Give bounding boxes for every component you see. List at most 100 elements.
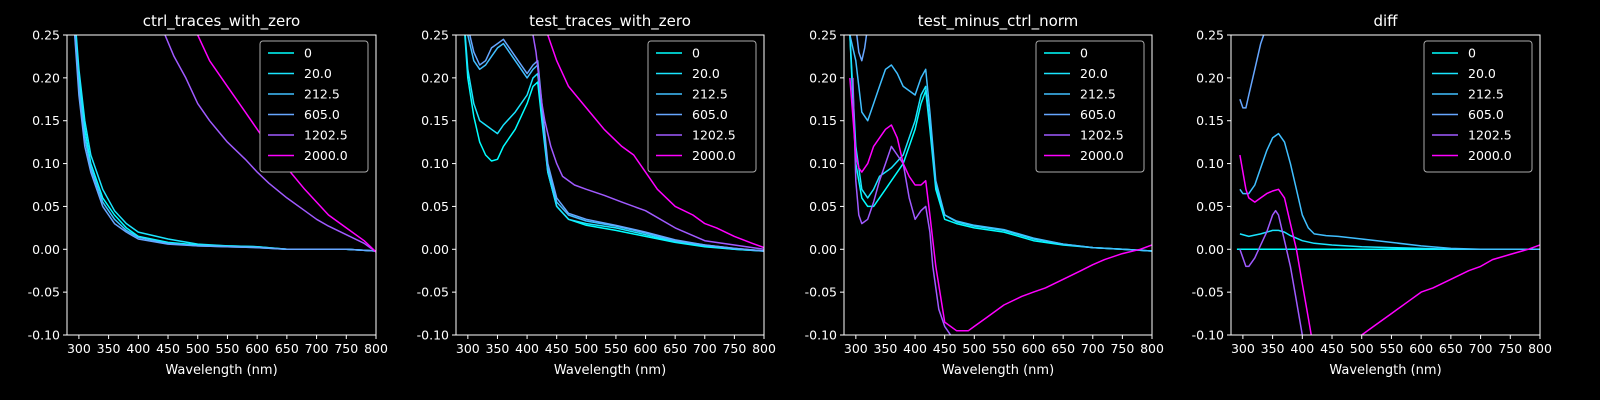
x-tick-label: 350	[97, 341, 121, 356]
series-line-0	[464, 35, 764, 252]
legend-label: 0	[304, 46, 312, 61]
plot-frame	[1230, 34, 1541, 336]
legend-label: 212.5	[304, 87, 340, 102]
y-tick-label: 0.20	[1196, 70, 1224, 85]
chart-panel-2: 300 350 400 450 500 550 600 650 700 750 800 -0.10 -0…	[417, 12, 776, 378]
x-tick-label: 650	[275, 341, 299, 356]
y-tick-label: 0.00	[32, 242, 60, 257]
x-tick-label: 400	[1290, 341, 1314, 356]
x-tick-label: 600	[1022, 341, 1046, 356]
x-tick-label: 600	[634, 341, 658, 356]
series-line-1202-5	[164, 35, 376, 253]
series-group	[464, 35, 764, 252]
x-tick-label: 500	[962, 341, 986, 356]
y-tick-label: 0.15	[809, 113, 837, 128]
y-tick-label: 0.20	[421, 70, 449, 85]
y-tick-label: 0.15	[1196, 113, 1224, 128]
legend-label: 0	[1080, 46, 1088, 61]
legend-label: 1202.5	[1468, 128, 1512, 143]
y-tick-label: 0.05	[809, 199, 837, 214]
x-tick-label: 750	[1498, 341, 1522, 356]
x-axis-label: Wavelength (nm)	[1329, 363, 1441, 378]
series-line-605-0	[73, 35, 376, 252]
y-tick-label: 0.00	[421, 242, 449, 257]
y-tick-label: -0.05	[417, 285, 449, 300]
x-axis-label: Wavelength (nm)	[554, 363, 666, 378]
x-tick-label: 700	[305, 341, 329, 356]
x-tick-label: 450	[545, 341, 569, 356]
y-tick-label: 0.10	[421, 156, 449, 171]
legend-label: 2000.0	[304, 148, 348, 163]
series-group	[1236, 35, 1540, 335]
series-line-2000-0	[1239, 154, 1313, 335]
y-tick-label: 0.25	[809, 28, 837, 43]
legend: 0 20.0 212.5 605.0 1202.5 2000.0	[1423, 40, 1533, 173]
legend-label: 212.5	[692, 87, 728, 102]
x-tick-label: 300	[67, 341, 91, 356]
x-tick-label: 550	[604, 341, 628, 356]
legend-label: 1202.5	[692, 128, 736, 143]
legend-label: 2000.0	[1468, 148, 1512, 163]
y-tick-label: 0.00	[809, 242, 837, 257]
legend: 0 20.0 212.5 605.0 1202.5 2000.0	[647, 40, 757, 173]
plot-frame	[66, 34, 377, 336]
series-line-605-0	[849, 35, 868, 62]
y-tick-label: 0.20	[809, 70, 837, 85]
x-tick-label: 600	[1409, 341, 1433, 356]
x-tick-label: 800	[1140, 341, 1164, 356]
y-tick-label: 0.25	[1196, 28, 1224, 43]
x-tick-label: 700	[1469, 341, 1493, 356]
legend-label: 0	[692, 46, 700, 61]
legend-label: 20.0	[304, 66, 332, 81]
y-tick-label: -0.05	[1192, 285, 1224, 300]
x-tick-label: 400	[903, 341, 927, 356]
y-tick-label: 0.25	[32, 28, 60, 43]
x-tick-label: 750	[334, 341, 358, 356]
x-tick-label: 800	[364, 341, 388, 356]
x-tick-label: 450	[933, 341, 957, 356]
y-tick-label: 0.20	[32, 70, 60, 85]
x-tick-label: 350	[874, 341, 898, 356]
x-tick-label: 300	[844, 341, 868, 356]
y-tick-label: 0.10	[1196, 156, 1224, 171]
x-tick-label: 350	[486, 341, 510, 356]
x-tick-label: 550	[1380, 341, 1404, 356]
x-axis-label: Wavelength (nm)	[942, 363, 1054, 378]
legend-label: 2000.0	[692, 148, 736, 163]
legend: 0 20.0 212.5 605.0 1202.5 2000.0	[1035, 40, 1145, 173]
x-tick-label: 800	[1528, 341, 1552, 356]
chart-panel-3: 300 350 400 450 500 550 600 650 700 750 800 -0.10 -0…	[805, 12, 1164, 378]
series-line-2000-0	[1359, 244, 1540, 335]
x-tick-label: 650	[663, 341, 687, 356]
y-tick-label: 0.15	[32, 113, 60, 128]
series-line-605-0	[1239, 35, 1265, 109]
y-tick-label: 0.10	[32, 156, 60, 171]
x-tick-label: 750	[722, 341, 746, 356]
x-tick-label: 650	[1439, 341, 1463, 356]
x-tick-label: 650	[1051, 341, 1075, 356]
series-line-212-5	[1239, 132, 1540, 251]
legend-label: 212.5	[1080, 87, 1116, 102]
legend-label: 605.0	[1080, 107, 1116, 122]
legend-label: 1202.5	[1080, 128, 1124, 143]
x-tick-label: 500	[574, 341, 598, 356]
y-tick-label: -0.10	[28, 328, 60, 343]
x-tick-label: 700	[693, 341, 717, 356]
legend-label: 2000.0	[1080, 148, 1124, 163]
legend-label: 212.5	[1468, 87, 1504, 102]
legend-label: 0	[1468, 46, 1476, 61]
y-tick-label: 0.05	[421, 199, 449, 214]
x-tick-label: 300	[1231, 341, 1255, 356]
x-tick-label: 600	[245, 341, 269, 356]
y-tick-label: 0.10	[809, 156, 837, 171]
y-tick-label: 0.05	[1196, 199, 1224, 214]
series-line-1202-5	[1239, 209, 1304, 335]
series-line-212-5	[849, 35, 1152, 252]
x-tick-label: 500	[1350, 341, 1374, 356]
chart-panel-4: 300 350 400 450 500 550 600 650 700 750 800 -0.10 -0…	[1192, 12, 1552, 378]
x-tick-label: 300	[456, 341, 480, 356]
y-tick-label: -0.10	[805, 328, 837, 343]
series-line-2000-0	[547, 35, 764, 249]
chart-title: test_minus_ctrl_norm	[918, 12, 1079, 31]
